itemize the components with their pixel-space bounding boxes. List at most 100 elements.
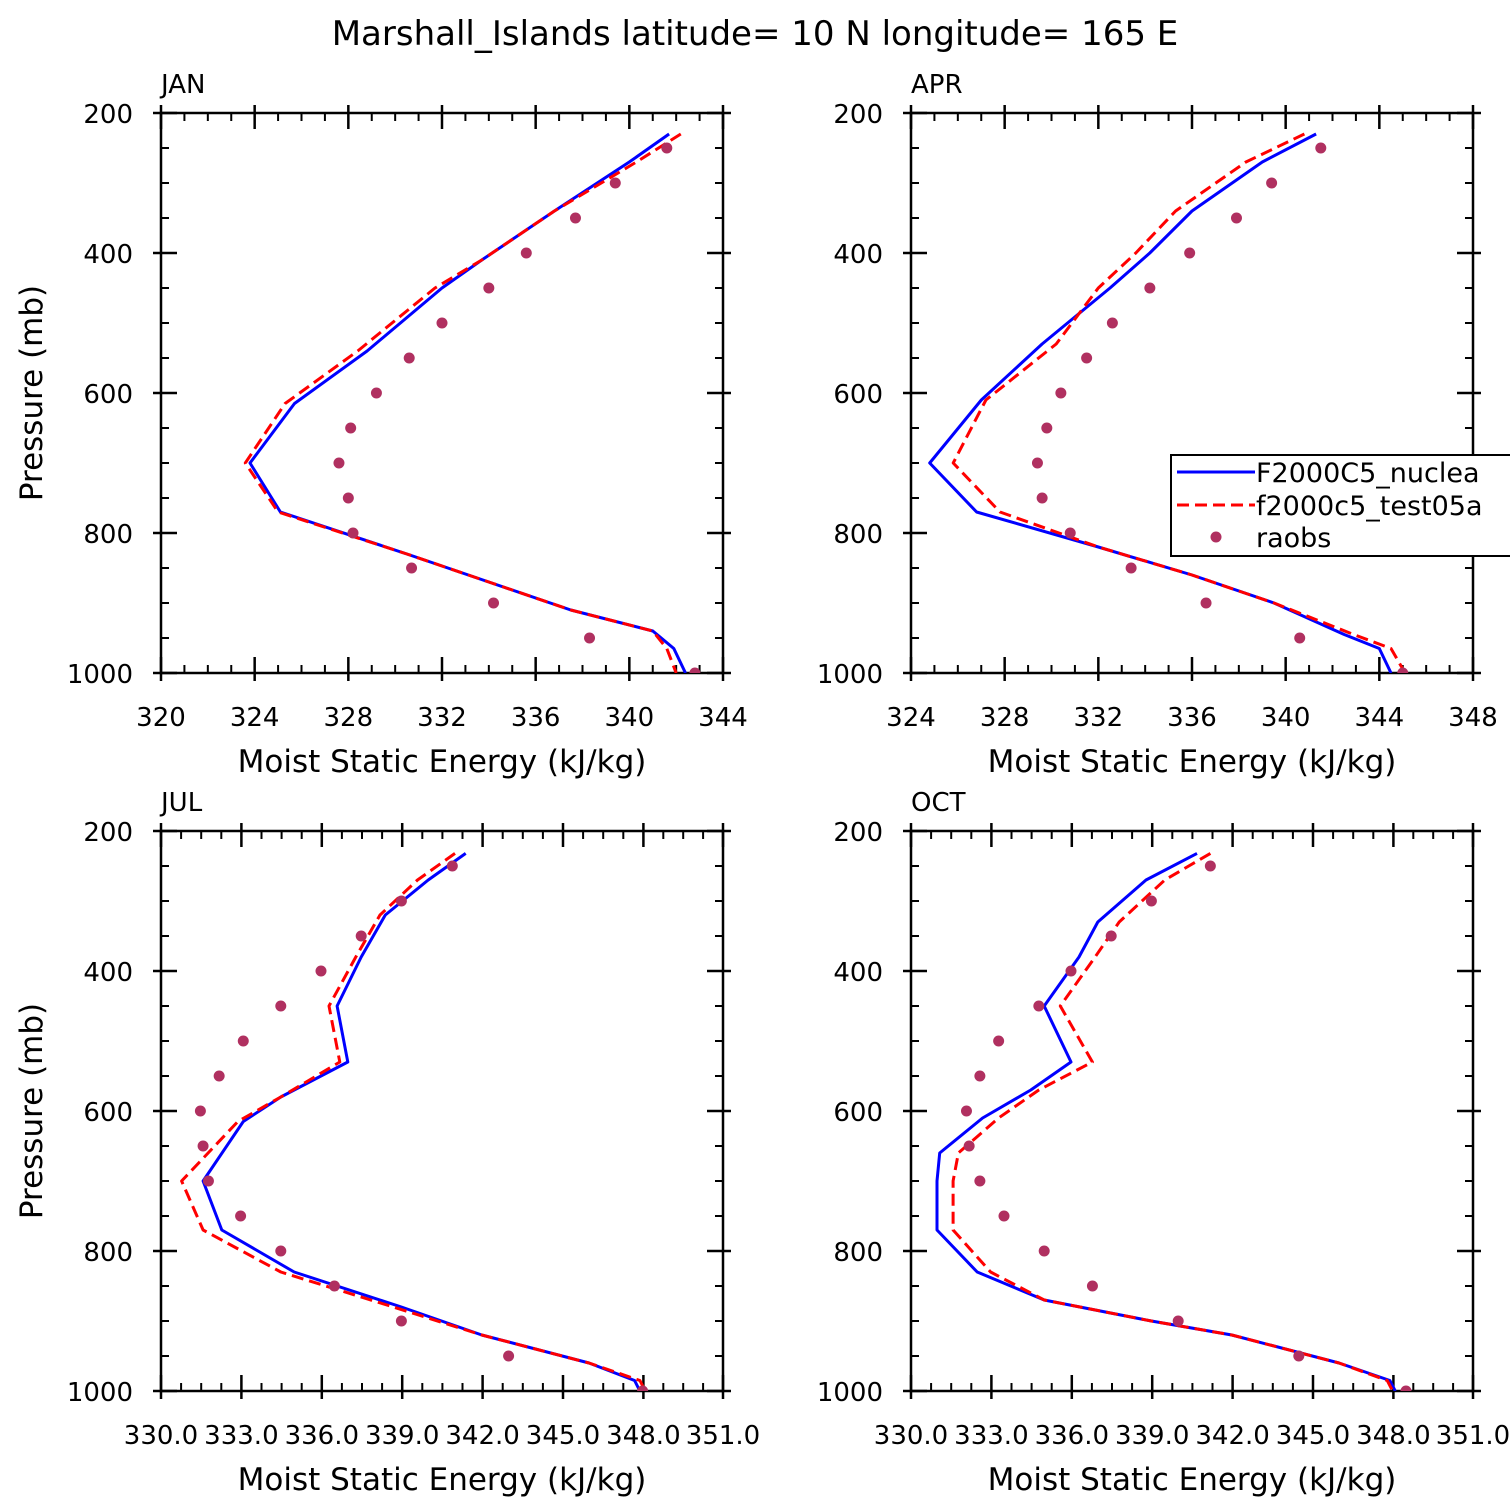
raobs-point (1315, 142, 1327, 154)
series-line-f2000c5_test05a (951, 132, 1407, 673)
raobs-point (275, 1245, 287, 1257)
y-tick-label: 400 (83, 958, 133, 988)
x-tick-label: 344 (698, 703, 748, 733)
series-line-f2000c5_nuclea (201, 852, 642, 1391)
raobs-point (569, 212, 581, 224)
panel-title: JUL (159, 788, 203, 818)
x-tick-label: 340 (605, 703, 655, 733)
raobs-point (345, 422, 357, 434)
data-area (180, 852, 649, 1391)
x-axis-label: Moist Static Energy (kJ/kg) (988, 1462, 1397, 1498)
raobs-point (1200, 597, 1212, 609)
data-area (243, 132, 701, 673)
x-tick-label: 348 (1448, 703, 1498, 733)
y-tick-label: 1000 (67, 1378, 133, 1408)
raobs-point (1106, 317, 1118, 329)
raobs-point (963, 1140, 975, 1152)
raobs-point (1145, 895, 1157, 907)
raobs-point (1400, 1385, 1412, 1391)
raobs-point (406, 562, 418, 574)
raobs-point (609, 177, 621, 189)
raobs-point (1086, 1280, 1098, 1292)
raobs-point (503, 1350, 515, 1362)
panels: 320 324 328 332 336 340 344 200 400 600 800 1000 JAN… (14, 70, 1510, 1498)
raobs-point (328, 1280, 340, 1292)
x-tick-label: 332 (417, 703, 467, 733)
y-tick-label: 800 (833, 520, 883, 550)
raobs-point (1293, 1350, 1305, 1362)
plot-frame (159, 111, 725, 675)
raobs-point (342, 492, 354, 504)
raobs-point (974, 1175, 986, 1187)
panel-apr: 324 328 332 336 340 344 348 200 400 600 800 1000 APR… (817, 70, 1498, 780)
x-tick-label: 328 (324, 703, 374, 733)
raobs-point (661, 142, 673, 154)
raobs-point (960, 1105, 972, 1117)
raobs-point (1081, 352, 1093, 364)
raobs-point (1065, 965, 1077, 977)
legend-label-obs: raobs (1256, 523, 1331, 554)
raobs-point (202, 1175, 214, 1187)
raobs-point (1033, 1000, 1045, 1012)
raobs-point (1230, 212, 1242, 224)
raobs-point (347, 527, 359, 539)
y-tick-label: 1000 (67, 660, 133, 690)
plot-frame (909, 829, 1475, 1393)
raobs-point (1266, 177, 1278, 189)
raobs-point (689, 667, 701, 673)
x-tick-label: 336.0 (1035, 1421, 1109, 1451)
x-tick-label: 351.0 (686, 1421, 760, 1451)
raobs-point (355, 930, 367, 942)
panel-title: JAN (159, 70, 205, 100)
raobs-point (1172, 1315, 1184, 1327)
y-tick-label: 1000 (817, 660, 883, 690)
x-tick-label: 339.0 (365, 1421, 439, 1451)
x-tick-label: 340 (1261, 703, 1311, 733)
raobs-point (315, 965, 327, 977)
raobs-point (275, 1000, 287, 1012)
x-tick-label: 330.0 (124, 1421, 198, 1451)
y-tick-label: 200 (83, 100, 133, 130)
raobs-point (1144, 282, 1156, 294)
series-line-f2000c5_nuclea (248, 132, 687, 673)
legend-label-model2: f2000c5_test05a (1256, 491, 1483, 522)
x-axis-label: Moist Static Energy (kJ/kg) (238, 1462, 647, 1498)
raobs-point (1294, 632, 1306, 644)
y-axis-label: Pressure (mb) (14, 1003, 50, 1219)
y-tick-label: 800 (833, 1238, 883, 1268)
y-tick-label: 600 (833, 1098, 883, 1128)
y-axis-label: Pressure (mb) (14, 285, 50, 501)
raobs-point (1036, 492, 1048, 504)
plot-frame (909, 111, 1475, 675)
raobs-point (520, 247, 532, 259)
x-tick-label: 336 (511, 703, 561, 733)
raobs-point (1038, 1245, 1050, 1257)
x-tick-label: 336 (1167, 703, 1217, 733)
series-line-f2000c5_test05a (243, 132, 682, 673)
series-line-f2000c5_nuclea (928, 132, 1393, 673)
series-line-f2000c5_test05a (180, 852, 647, 1391)
x-tick-label: 344 (1355, 703, 1405, 733)
raobs-point (395, 1315, 407, 1327)
x-tick-label: 336.0 (285, 1421, 359, 1451)
x-tick-label: 339.0 (1115, 1421, 1189, 1451)
raobs-point (370, 387, 382, 399)
raobs-point (637, 1385, 649, 1391)
x-tick-label: 328 (980, 703, 1030, 733)
y-tick-label: 600 (83, 1098, 133, 1128)
y-tick-label: 400 (83, 240, 133, 270)
raobs-point (584, 632, 596, 644)
x-tick-label: 345.0 (1276, 1421, 1350, 1451)
y-tick-label: 200 (83, 818, 133, 848)
raobs-point (403, 352, 415, 364)
raobs-point (993, 1035, 1005, 1047)
raobs-point (488, 597, 500, 609)
x-tick-label: 320 (136, 703, 186, 733)
x-axis-label: Moist Static Energy (kJ/kg) (988, 744, 1397, 780)
raobs-point (1184, 247, 1196, 259)
legend-swatch-obs (1210, 531, 1222, 543)
y-tick-label: 800 (83, 1238, 133, 1268)
raobs-point (1397, 667, 1409, 673)
raobs-point (194, 1105, 206, 1117)
